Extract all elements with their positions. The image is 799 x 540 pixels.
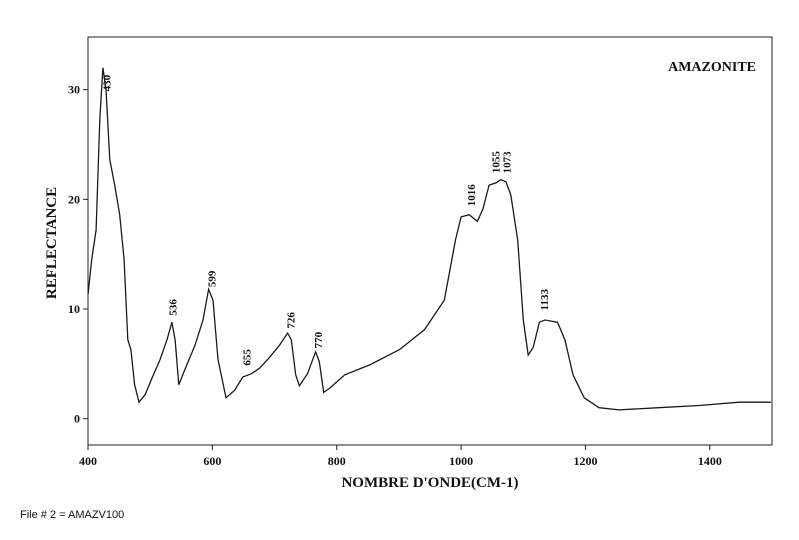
y-tick-label: 0 — [74, 412, 80, 426]
peak-label: 430 — [102, 74, 114, 91]
plot-frame — [87, 36, 773, 446]
peak-label: 599 — [207, 270, 219, 287]
peak-label: 1133 — [539, 289, 551, 311]
y-tick-label: 10 — [68, 302, 80, 316]
x-tick-label: 400 — [79, 454, 97, 468]
x-tick-label: 1000 — [449, 454, 473, 468]
x-axis-title: NOMBRE D'ONDE(CM-1) — [341, 475, 518, 491]
peak-label: 1055 — [490, 151, 502, 174]
x-tick-label: 600 — [203, 454, 221, 468]
peak-label: 655 — [242, 349, 254, 366]
y-axis-title: REFLECTANCE — [44, 187, 60, 299]
peak-label: 770 — [313, 331, 325, 348]
x-tick-label: 1200 — [573, 454, 597, 468]
y-tick-label: 20 — [68, 192, 80, 206]
y-tick-label: 30 — [68, 83, 80, 97]
spectrum-line — [87, 67, 771, 411]
footer: File # 2 = AMAZV100 — [20, 509, 124, 521]
x-tick-label: 1400 — [698, 454, 722, 468]
peak-label: 1073 — [501, 151, 513, 174]
peak-label: 726 — [286, 312, 298, 329]
peak-label: 1016 — [466, 184, 478, 207]
peak-label: 536 — [168, 299, 180, 316]
x-tick-label: 800 — [328, 454, 346, 468]
sample-name: AMAZONITE — [668, 60, 756, 75]
